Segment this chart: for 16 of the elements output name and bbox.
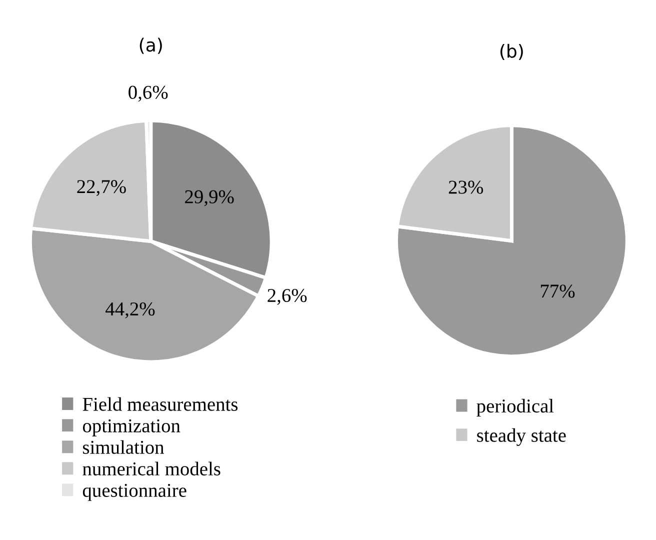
legend-label: optimization xyxy=(82,419,180,436)
legend-label: simulation xyxy=(83,440,164,454)
legend-label: numerical models xyxy=(82,462,220,476)
data-label: 29,9% xyxy=(185,190,234,206)
chart-title: (b) xyxy=(500,44,523,60)
chart-title: (a) xyxy=(140,38,162,54)
legend-label: periodical xyxy=(476,398,554,417)
legend-label: questionnaire xyxy=(82,484,186,501)
data-label: 44,2% xyxy=(106,302,155,318)
data-label: 2,6% xyxy=(268,288,307,305)
data-label: 0,6% xyxy=(128,86,168,102)
legend-label: Field measurements xyxy=(82,397,238,411)
data-label: 23% xyxy=(448,180,484,194)
legend-label: steady state xyxy=(477,428,566,446)
data-label: 22,7% xyxy=(77,180,126,196)
data-label: 77% xyxy=(540,284,575,298)
